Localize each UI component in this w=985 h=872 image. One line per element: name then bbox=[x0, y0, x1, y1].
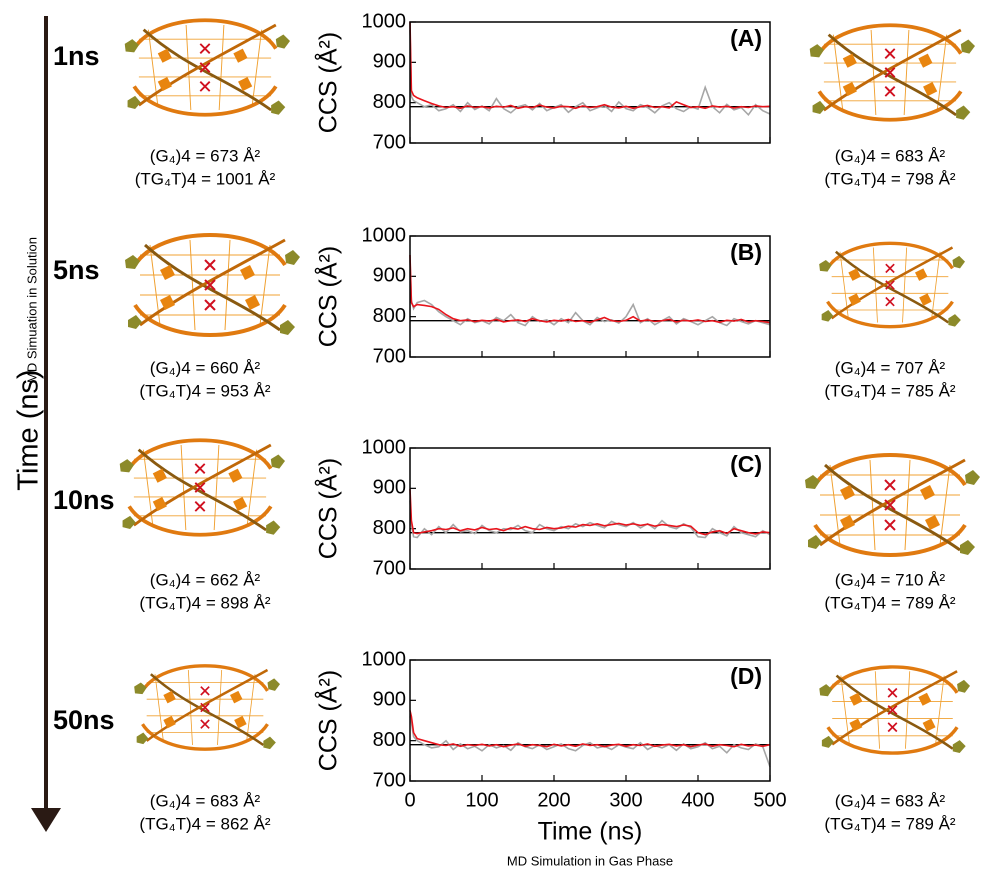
y-tick-label: 900 bbox=[373, 51, 406, 73]
structure-caption: (G₄)4 = 707 Å² bbox=[835, 358, 946, 377]
plot-frame bbox=[409, 447, 771, 570]
structure-image bbox=[819, 667, 970, 753]
y-tick-label: 800 bbox=[373, 91, 406, 113]
x-axis-label: Time (ns) bbox=[538, 818, 643, 846]
y-axis-label: CCS (Å²) bbox=[313, 458, 343, 559]
x-tick-label: 100 bbox=[465, 789, 498, 811]
x-tick-label: 500 bbox=[753, 789, 786, 811]
structure-caption: (TG₄T)4 = 798 Å² bbox=[824, 169, 956, 188]
y-tick-label: 900 bbox=[373, 689, 406, 711]
y-tick-label: 700 bbox=[373, 131, 406, 153]
y-tick-label: 800 bbox=[373, 517, 406, 539]
time-label: 1ns bbox=[53, 41, 100, 71]
structure-caption: (TG₄T)4 = 789 Å² bbox=[824, 593, 956, 612]
panel-label: (D) bbox=[730, 663, 762, 689]
structure-image bbox=[123, 233, 300, 337]
solution-note: MD Simuation in Solution bbox=[24, 237, 39, 383]
y-axis-label: CCS (Å²) bbox=[313, 246, 343, 347]
structure-caption: (G₄)4 = 660 Å² bbox=[150, 358, 261, 377]
panel-label: (B) bbox=[730, 239, 762, 265]
structure-caption: (G₄)4 = 683 Å² bbox=[835, 791, 946, 810]
time-axis-label: Time (ns) bbox=[13, 369, 45, 490]
ccs-line bbox=[409, 489, 771, 536]
ccs-line bbox=[409, 710, 771, 748]
y-tick-label: 800 bbox=[373, 729, 406, 751]
y-axis-label: CCS (Å²) bbox=[313, 32, 343, 133]
structure-image bbox=[803, 453, 980, 557]
panel-label: (A) bbox=[730, 25, 762, 51]
structure-caption: (TG₄T)4 = 953 Å² bbox=[139, 381, 271, 400]
structure-caption: (G₄)4 = 683 Å² bbox=[835, 146, 946, 165]
y-tick-label: 700 bbox=[373, 345, 406, 367]
y-tick-label: 1000 bbox=[362, 10, 407, 32]
structure-image bbox=[817, 241, 965, 329]
structure-image bbox=[120, 440, 285, 534]
plot-frame bbox=[409, 659, 771, 782]
x-tick-label: 0 bbox=[404, 789, 415, 811]
structure-caption: (TG₄T)4 = 789 Å² bbox=[824, 814, 956, 833]
structure-caption: (G₄)4 = 673 Å² bbox=[150, 146, 261, 165]
ccs-line bbox=[409, 716, 771, 768]
structure-caption: (TG₄T)4 = 1001 Å² bbox=[135, 169, 276, 188]
y-tick-label: 800 bbox=[373, 305, 406, 327]
y-tick-label: 700 bbox=[373, 769, 406, 791]
structure-caption: (TG₄T)4 = 862 Å² bbox=[139, 814, 271, 833]
time-label: 10ns bbox=[53, 485, 115, 515]
structure-caption: (G₄)4 = 662 Å² bbox=[150, 570, 261, 589]
y-tick-label: 1000 bbox=[362, 224, 407, 246]
structure-image bbox=[807, 23, 975, 122]
y-tick-label: 700 bbox=[373, 557, 406, 579]
ccs-line bbox=[409, 30, 771, 117]
panel-label: (C) bbox=[730, 451, 762, 477]
y-tick-label: 1000 bbox=[362, 436, 407, 458]
y-tick-label: 900 bbox=[373, 477, 406, 499]
structure-image bbox=[122, 18, 290, 117]
structure-image bbox=[134, 666, 280, 749]
x-tick-label: 400 bbox=[681, 789, 714, 811]
gas-phase-caption: MD Simulation in Gas Phase bbox=[507, 853, 673, 868]
structure-caption: (G₄)4 = 683 Å² bbox=[150, 791, 261, 810]
time-label: 5ns bbox=[53, 255, 100, 285]
ccs-line bbox=[409, 21, 771, 110]
structure-caption: (TG₄T)4 = 898 Å² bbox=[139, 593, 271, 612]
y-tick-label: 900 bbox=[373, 265, 406, 287]
ccs-line bbox=[409, 260, 771, 327]
y-tick-label: 1000 bbox=[362, 648, 407, 670]
plot-frame bbox=[409, 21, 771, 144]
ccs-line bbox=[409, 254, 771, 324]
x-tick-label: 300 bbox=[609, 789, 642, 811]
x-tick-label: 200 bbox=[537, 789, 570, 811]
time-label: 50ns bbox=[53, 705, 115, 735]
structure-caption: (G₄)4 = 710 Å² bbox=[835, 570, 946, 589]
y-axis-label: CCS (Å²) bbox=[313, 670, 343, 771]
arrow-head bbox=[31, 808, 61, 832]
plot-frame bbox=[409, 235, 771, 358]
structure-caption: (TG₄T)4 = 785 Å² bbox=[824, 381, 956, 400]
